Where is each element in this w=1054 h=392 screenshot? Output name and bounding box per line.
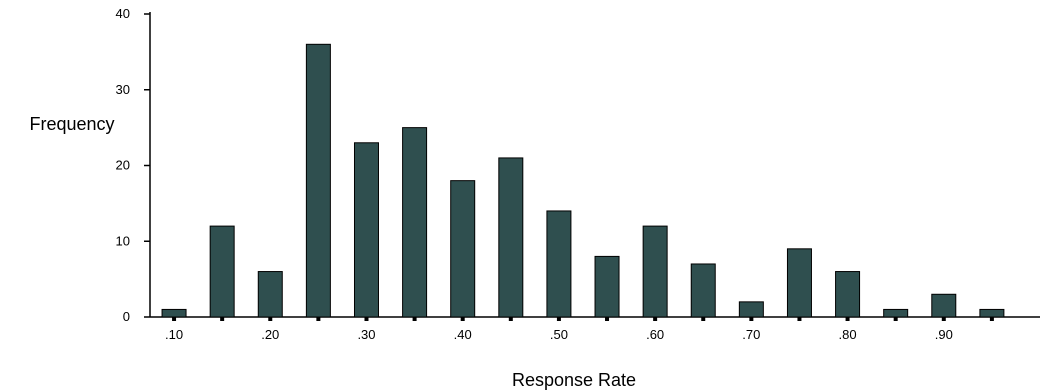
bar	[546, 210, 572, 318]
bar	[161, 308, 187, 318]
x-tick-mark	[172, 317, 177, 321]
bar	[642, 225, 668, 318]
x-tick-label: .50	[550, 327, 568, 342]
bar	[931, 293, 957, 318]
x-tick-mark	[797, 317, 802, 321]
x-tick-mark	[989, 317, 994, 321]
x-axis-title: Response Rate	[512, 370, 636, 390]
plot-area: 0 10 20 30 40 .10 .20 .30 .40 .50 .60 .70 .80 .90	[116, 6, 1040, 342]
x-tick-label: .30	[357, 327, 375, 342]
bar	[690, 263, 716, 318]
y-tick-label: 20	[116, 158, 130, 173]
x-tick-label: .20	[261, 327, 279, 342]
x-tick-mark	[749, 317, 754, 321]
bar	[450, 180, 476, 318]
bar	[402, 127, 428, 318]
x-tick-mark	[364, 317, 369, 321]
x-ticks-group: .10 .20 .30 .40 .50 .60 .70 .80 .90	[165, 317, 994, 342]
x-tick-label: .40	[454, 327, 472, 342]
x-tick-mark	[653, 317, 658, 321]
x-tick-mark	[460, 317, 465, 321]
x-tick-label: .70	[742, 327, 760, 342]
x-tick-label: .80	[839, 327, 857, 342]
x-tick-mark	[268, 317, 273, 321]
y-axis-title: Frequency	[29, 114, 114, 134]
bar	[738, 301, 764, 318]
x-tick-mark	[508, 317, 513, 321]
x-tick-mark	[845, 317, 850, 321]
bar	[883, 308, 909, 318]
y-ticks-group: 0 10 20 30 40	[116, 6, 150, 324]
x-tick-mark	[941, 317, 946, 321]
x-tick-mark	[605, 317, 610, 321]
bar	[257, 271, 283, 318]
x-tick-mark	[893, 317, 898, 321]
bar	[594, 255, 620, 318]
x-tick-mark	[412, 317, 417, 321]
x-tick-mark	[556, 317, 561, 321]
x-tick-label: .90	[935, 327, 953, 342]
bar	[305, 43, 331, 318]
y-tick-label: 10	[116, 233, 130, 248]
x-tick-mark	[316, 317, 321, 321]
x-tick-label: .60	[646, 327, 664, 342]
x-tick-mark	[220, 317, 225, 321]
bar	[786, 248, 812, 318]
y-tick-label: 0	[123, 309, 130, 324]
bar	[353, 142, 379, 318]
bar	[209, 225, 235, 318]
bars-group	[161, 43, 1005, 318]
bar	[498, 157, 524, 318]
y-tick-label: 40	[116, 6, 130, 21]
bar	[979, 308, 1005, 318]
x-tick-label: .10	[165, 327, 183, 342]
bar	[835, 271, 861, 318]
y-tick-label: 30	[116, 82, 130, 97]
x-tick-mark	[701, 317, 706, 321]
